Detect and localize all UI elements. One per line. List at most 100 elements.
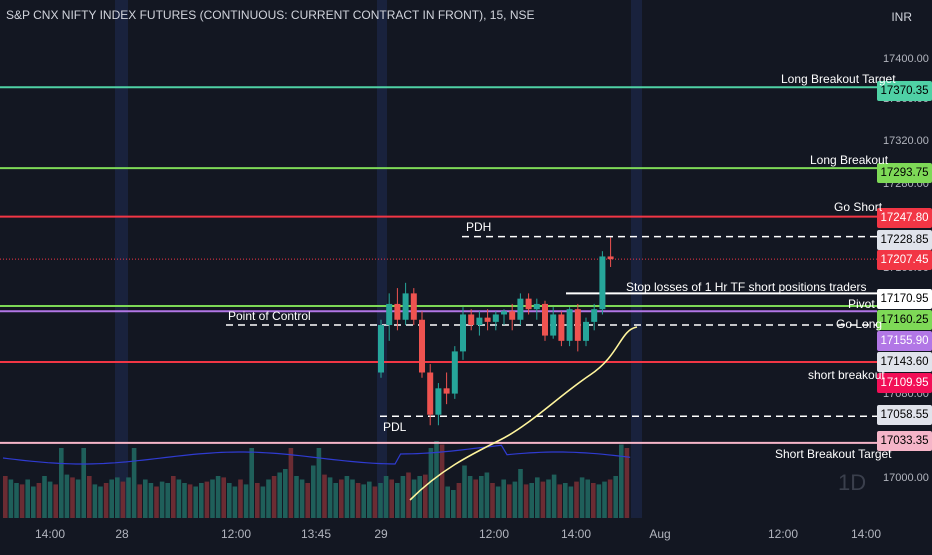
candle-body: [402, 293, 409, 320]
candle-body: [509, 311, 516, 320]
volume-bar: [131, 448, 137, 518]
volume-bar: [619, 444, 624, 518]
candle-body: [435, 388, 442, 415]
candle-body: [410, 293, 417, 320]
label-pivot: Pivot: [848, 297, 875, 311]
volume-bar: [439, 444, 445, 518]
price-badge-pivot: 17170.95: [877, 289, 932, 309]
price-badge-short-breakout: 17109.95: [877, 373, 932, 393]
label-long-breakout: Long Breakout: [810, 153, 889, 167]
price-badge-go-long: 17160.25: [877, 310, 932, 330]
volume-bar: [70, 477, 75, 518]
volume-bar: [109, 479, 114, 518]
candle-body: [550, 314, 557, 336]
x-tick: 28: [115, 527, 129, 541]
volume-bar: [53, 484, 58, 518]
volume-bar: [98, 486, 103, 518]
label-pdl: PDL: [383, 420, 407, 434]
candle-body: [451, 351, 458, 394]
volume-bar: [159, 481, 165, 518]
volume-ma-line: [2, 444, 631, 465]
x-tick: 29: [374, 527, 388, 541]
volume-bar: [199, 483, 204, 518]
candle-body: [517, 298, 524, 320]
volume-bar: [434, 441, 439, 518]
candle-body: [394, 303, 401, 320]
candle-body: [525, 298, 532, 310]
volume-bar: [411, 479, 417, 518]
volume-bar: [120, 481, 126, 518]
volume-bar: [81, 448, 86, 518]
volume-bar: [47, 481, 53, 518]
volume-bar: [243, 484, 249, 518]
candle-body: [599, 256, 606, 310]
y-tick: 17000.00: [883, 472, 929, 484]
volume-bar: [607, 479, 613, 518]
volume-bar: [277, 472, 282, 518]
candle-body: [476, 317, 483, 326]
volume-bar: [423, 474, 428, 518]
volume-bar: [327, 477, 333, 518]
candle-body: [484, 317, 491, 322]
volume-bar: [535, 477, 540, 518]
volume-bar: [591, 483, 596, 518]
volume-bar: [305, 483, 310, 518]
volume-bar: [176, 479, 182, 518]
volume-bar: [283, 469, 288, 518]
label-point-of-control: Point of Control: [228, 309, 311, 323]
volume-bar: [563, 483, 568, 518]
volume-bar: [3, 476, 8, 518]
candle-body: [607, 256, 614, 260]
volume-bar: [87, 476, 92, 518]
x-tick: Aug: [649, 527, 671, 541]
volume-bar: [568, 486, 574, 518]
volume-bar: [154, 486, 159, 518]
volume-bar: [389, 479, 394, 518]
volume-bar: [238, 479, 243, 518]
volume-bar: [383, 476, 389, 518]
volume-bar: [372, 486, 378, 518]
volume-bar: [232, 486, 238, 518]
volume-bar: [193, 486, 198, 518]
volume-bar: [143, 479, 148, 518]
volume-bar: [288, 448, 294, 518]
volume-bar: [75, 479, 81, 518]
y-tick: 17320.00: [883, 135, 929, 147]
volume-bar: [344, 476, 350, 518]
candle-body: [574, 309, 581, 341]
price-badge-point-of-control: 17155.90: [877, 331, 932, 351]
volume-bar: [19, 484, 25, 518]
candle-body: [566, 309, 573, 341]
x-tick: 12:00: [478, 527, 510, 541]
price-badge-last-price: 17207.45: [877, 250, 932, 270]
label-stop-losses: Stop losses of 1 Hr TF short positions t…: [626, 280, 867, 294]
volume-bar: [479, 476, 484, 518]
volume-bar: [574, 481, 579, 518]
volume-bar: [456, 483, 462, 518]
volume-bar: [316, 448, 322, 518]
volume-bar: [428, 448, 434, 518]
volume-bar: [529, 483, 534, 518]
candle-body: [501, 311, 507, 315]
volume-bar: [64, 474, 70, 518]
x-tick: 14:00: [560, 527, 592, 541]
volume-bar: [339, 479, 344, 518]
price-badge-pdl: 17058.55: [877, 405, 932, 425]
volume-bar: [42, 476, 47, 518]
candle-body: [542, 303, 548, 336]
volume-bar: [451, 490, 456, 518]
price-badge-long-breakout: 17293.75: [877, 163, 932, 183]
candle-body: [591, 309, 598, 322]
volume-bar: [406, 472, 411, 518]
volume-bar: [36, 483, 42, 518]
volume-bar: [579, 477, 585, 518]
volume-bar: [367, 481, 372, 518]
x-tick: 13:45: [300, 527, 332, 541]
volume-bar: [546, 479, 551, 518]
candle-body: [427, 372, 434, 415]
session-highlight: [115, 0, 128, 518]
volume-bar: [333, 483, 338, 518]
volume-bar: [92, 484, 98, 518]
